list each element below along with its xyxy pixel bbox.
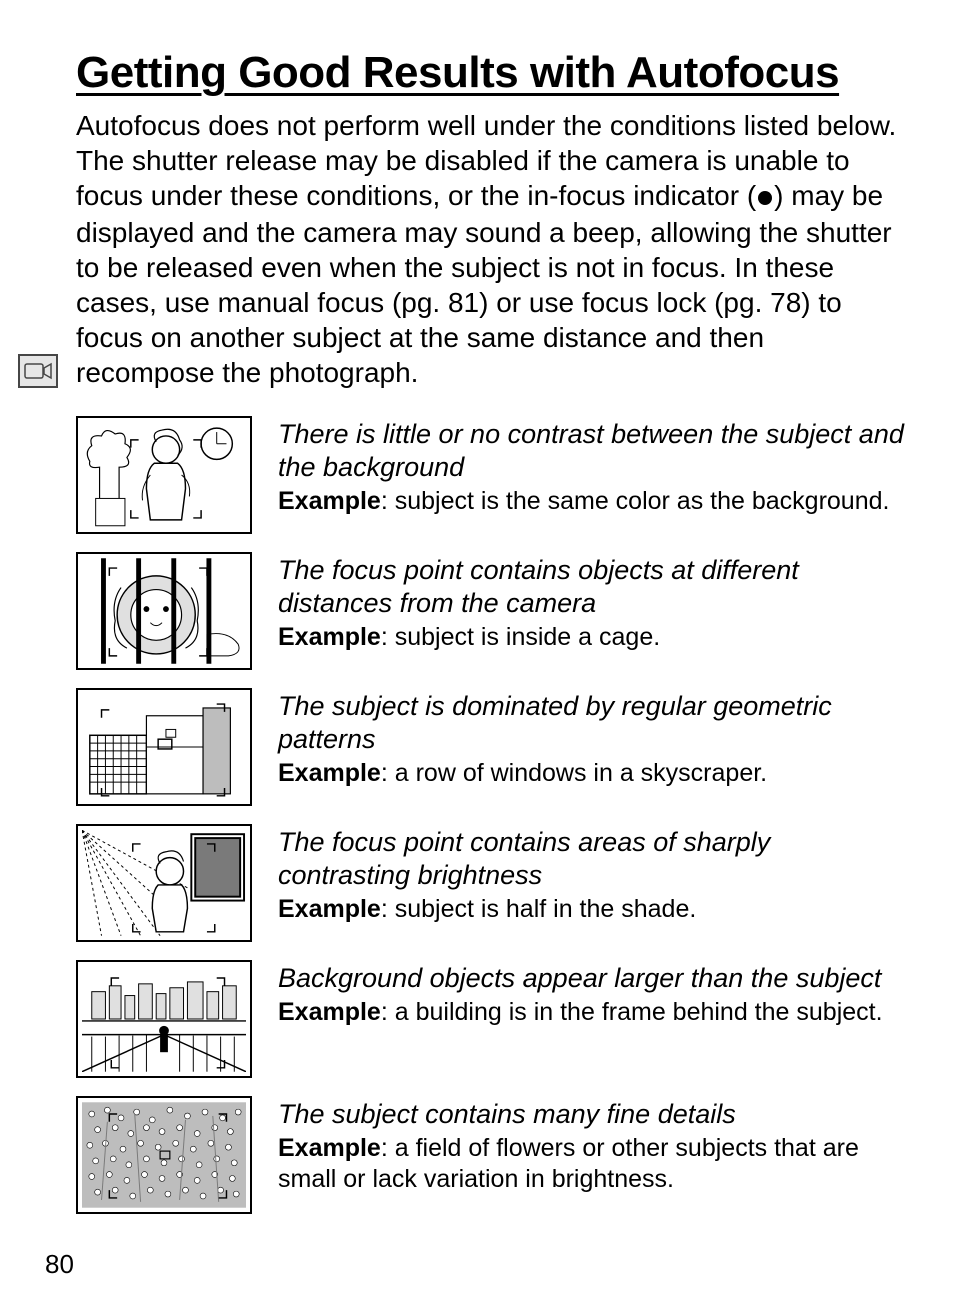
thumb-geometric — [76, 688, 252, 806]
condition-heading: The focus point contains objects at diff… — [278, 554, 904, 620]
focus-indicator-icon — [756, 180, 774, 215]
condition-example: Example: subject is inside a cage. — [278, 622, 904, 653]
condition-item: The focus point contains objects at diff… — [76, 552, 904, 670]
condition-heading: The focus point contains areas of sharpl… — [278, 826, 904, 892]
thumb-fine-details — [76, 1096, 252, 1214]
condition-text: There is little or no contrast between t… — [278, 416, 904, 517]
condition-text: The subject is dominated by regular geom… — [278, 688, 904, 789]
condition-text: Background objects appear larger than th… — [278, 960, 904, 1028]
condition-item: The subject contains many fine details E… — [76, 1096, 904, 1214]
condition-example: Example: subject is the same color as th… — [278, 486, 904, 517]
condition-heading: The subject is dominated by regular geom… — [278, 690, 904, 756]
condition-item: There is little or no contrast between t… — [76, 416, 904, 534]
thumb-background-large — [76, 960, 252, 1078]
intro-paragraph: Autofocus does not perform well under th… — [76, 108, 904, 390]
af-mode-icon — [24, 361, 52, 381]
thumb-brightness — [76, 824, 252, 942]
thumb-cage — [76, 552, 252, 670]
condition-example: Example: a building is in the frame behi… — [278, 997, 904, 1028]
condition-text: The subject contains many fine details E… — [278, 1096, 904, 1195]
condition-example: Example: a field of flowers or other sub… — [278, 1133, 904, 1196]
page-title: Getting Good Results with Autofocus — [76, 48, 904, 98]
condition-text: The focus point contains areas of sharpl… — [278, 824, 904, 925]
manual-page: Getting Good Results with Autofocus Auto… — [0, 0, 954, 1314]
thumb-low-contrast — [76, 416, 252, 534]
condition-item: The subject is dominated by regular geom… — [76, 688, 904, 806]
condition-list: There is little or no contrast between t… — [76, 416, 904, 1214]
condition-heading: Background objects appear larger than th… — [278, 962, 904, 995]
condition-text: The focus point contains objects at diff… — [278, 552, 904, 653]
section-tab — [18, 354, 58, 388]
condition-item: The focus point contains areas of sharpl… — [76, 824, 904, 942]
page-number: 80 — [45, 1249, 74, 1280]
condition-example: Example: a row of windows in a skyscrape… — [278, 758, 904, 789]
condition-example: Example: subject is half in the shade. — [278, 894, 904, 925]
condition-heading: The subject contains many fine details — [278, 1098, 904, 1131]
condition-heading: There is little or no contrast between t… — [278, 418, 904, 484]
condition-item: Background objects appear larger than th… — [76, 960, 904, 1078]
